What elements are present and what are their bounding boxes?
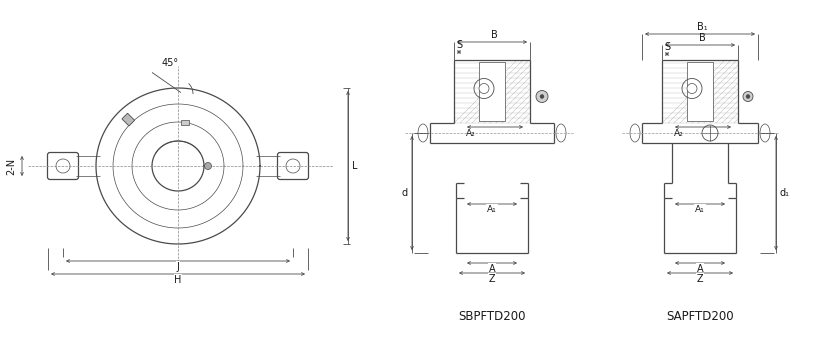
Text: S: S (664, 42, 670, 52)
Text: B: B (698, 33, 705, 43)
Text: A: A (489, 264, 495, 274)
Bar (122, 113, 135, 126)
Text: J: J (176, 262, 180, 272)
Text: 2-N: 2-N (6, 158, 16, 174)
Text: SAPFTD200: SAPFTD200 (666, 310, 734, 322)
Text: S: S (456, 40, 462, 50)
Bar (181, 120, 188, 125)
Text: B₁: B₁ (697, 22, 707, 32)
FancyBboxPatch shape (687, 62, 713, 121)
Text: B: B (490, 30, 498, 40)
Circle shape (479, 83, 489, 94)
Text: Z: Z (697, 274, 703, 284)
Text: 45°: 45° (162, 58, 179, 68)
Text: A₁: A₁ (487, 205, 497, 214)
Circle shape (687, 83, 697, 94)
Text: A₂: A₂ (674, 129, 684, 138)
Text: A: A (697, 264, 703, 274)
Text: d: d (401, 188, 408, 198)
Circle shape (746, 95, 750, 98)
Circle shape (540, 95, 544, 98)
Text: L: L (352, 161, 357, 171)
Text: A₂: A₂ (466, 129, 476, 138)
FancyBboxPatch shape (479, 62, 505, 121)
Circle shape (205, 163, 211, 169)
Text: d₁: d₁ (780, 188, 790, 198)
Circle shape (743, 92, 753, 101)
Text: A₁: A₁ (695, 205, 705, 214)
Text: Z: Z (489, 274, 495, 284)
Text: SBPFTD200: SBPFTD200 (459, 310, 526, 322)
Circle shape (536, 91, 548, 102)
Text: H: H (175, 275, 182, 285)
